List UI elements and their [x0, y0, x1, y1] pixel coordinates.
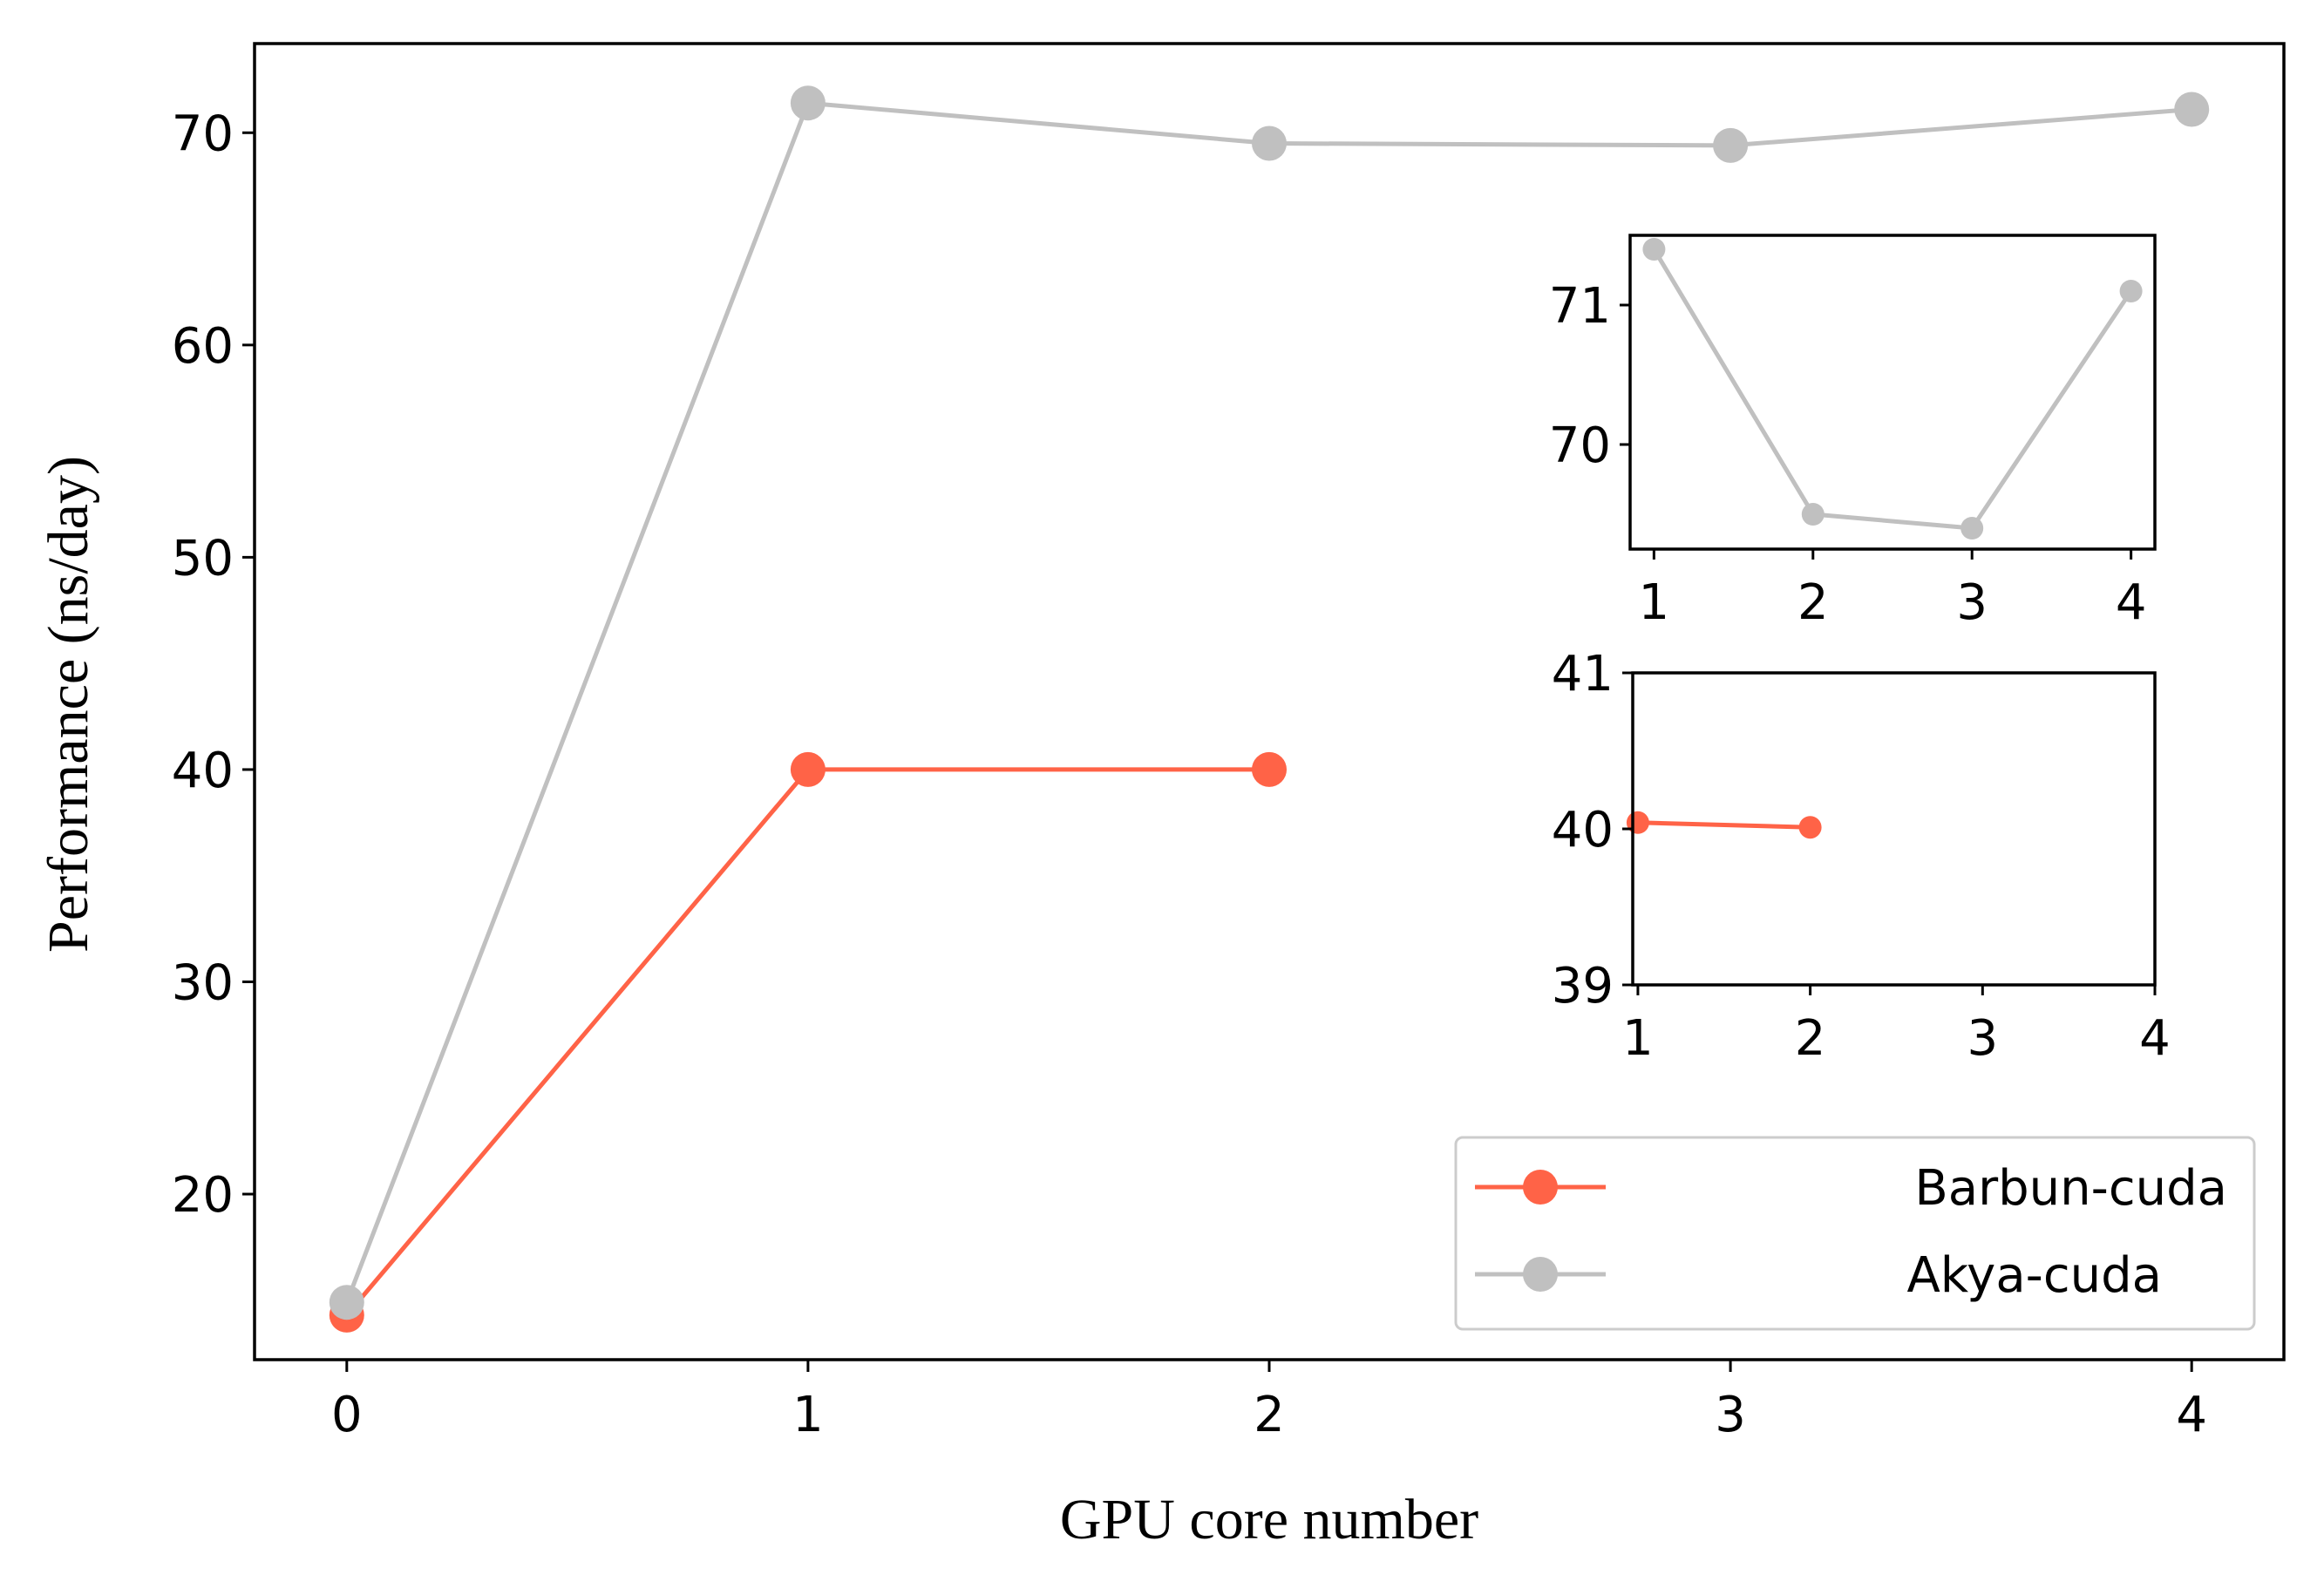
legend-label-akya: Akya-cuda — [1906, 1247, 2162, 1304]
main-x-tick-label: 0 — [331, 1387, 363, 1443]
main-y-tick-label: 20 — [172, 1167, 234, 1224]
inset-akya-x-tick-label: 1 — [1639, 574, 1670, 631]
main-y-tick-label: 70 — [172, 105, 234, 162]
inset-akya-point-akya — [2119, 280, 2143, 302]
main-point-barbun — [1252, 751, 1287, 787]
inset-akya-point-akya — [1642, 238, 1666, 261]
main-y-tick-label: 40 — [172, 743, 234, 799]
main-y-tick-label: 50 — [172, 530, 234, 587]
inset-akya-frame — [1628, 234, 2157, 551]
inset-akya-x-tick-label: 3 — [1956, 574, 1988, 631]
inset-barbun-point-barbun — [1626, 811, 1649, 834]
main-point-akya — [329, 1285, 364, 1320]
main-point-barbun — [790, 751, 826, 787]
inset-akya-x-tick-label: 2 — [1797, 574, 1829, 631]
inset-barbun-x-tick-label: 4 — [2139, 1010, 2171, 1067]
main-x-tick-label: 3 — [1715, 1387, 1746, 1443]
x-axis-title: GPU core number — [1060, 1488, 1478, 1551]
legend-box — [1454, 1136, 2256, 1331]
inset-akya-y-tick-label: 70 — [1549, 417, 1611, 474]
inset-akya-line-akya — [1652, 248, 2133, 531]
main-x-tick-label: 2 — [1254, 1387, 1285, 1443]
legend: Barbun-cuda Akya-cuda — [1454, 1136, 2256, 1331]
main-plot: 0 1 2 3 4 20 30 40 50 60 70 GPU core number Perfo… — [37, 42, 2286, 1551]
legend-label-barbun: Barbun-cuda — [1914, 1160, 2227, 1217]
main-point-akya — [1713, 127, 1749, 163]
inset-barbun-x-tick-label: 3 — [1967, 1010, 1998, 1067]
inset-barbun-point-barbun — [1798, 816, 1822, 839]
inset-barbun-x-tick-label: 1 — [1622, 1010, 1654, 1067]
inset-akya-plot: 1 2 3 4 70 71 — [1549, 234, 2157, 631]
legend-marker-akya — [1523, 1257, 1558, 1292]
main-point-akya — [1252, 126, 1287, 161]
inset-akya-y-tick-label: 71 — [1549, 278, 1611, 335]
inset-barbun-plot: 1 2 3 4 39 40 41 — [1552, 646, 2171, 1067]
legend-entry-barbun: Barbun-cuda — [1475, 1160, 2227, 1217]
main-x-tick-label: 4 — [2176, 1387, 2207, 1443]
inset-akya-point-akya — [1960, 517, 1984, 540]
inset-akya-x-tick-label: 4 — [2116, 574, 2147, 631]
main-y-tick-label: 60 — [172, 318, 234, 375]
inset-barbun-y-tick-label: 39 — [1552, 958, 1614, 1015]
legend-marker-barbun — [1523, 1170, 1558, 1205]
inset-barbun-line-barbun — [1637, 820, 1811, 830]
inset-akya-point-akya — [1801, 503, 1825, 526]
main-point-akya — [790, 85, 826, 121]
y-axis-title: Performance (ns/day) — [37, 456, 100, 953]
main-y-tick-label: 30 — [172, 954, 234, 1011]
inset-barbun-x-tick-label: 2 — [1795, 1010, 1826, 1067]
main-point-akya — [2174, 92, 2210, 127]
inset-barbun-y-tick-label: 41 — [1552, 646, 1614, 702]
inset-barbun-y-tick-label: 40 — [1552, 802, 1614, 859]
main-x-tick-label: 1 — [792, 1387, 824, 1443]
legend-entry-akya: Akya-cuda — [1475, 1247, 2162, 1304]
